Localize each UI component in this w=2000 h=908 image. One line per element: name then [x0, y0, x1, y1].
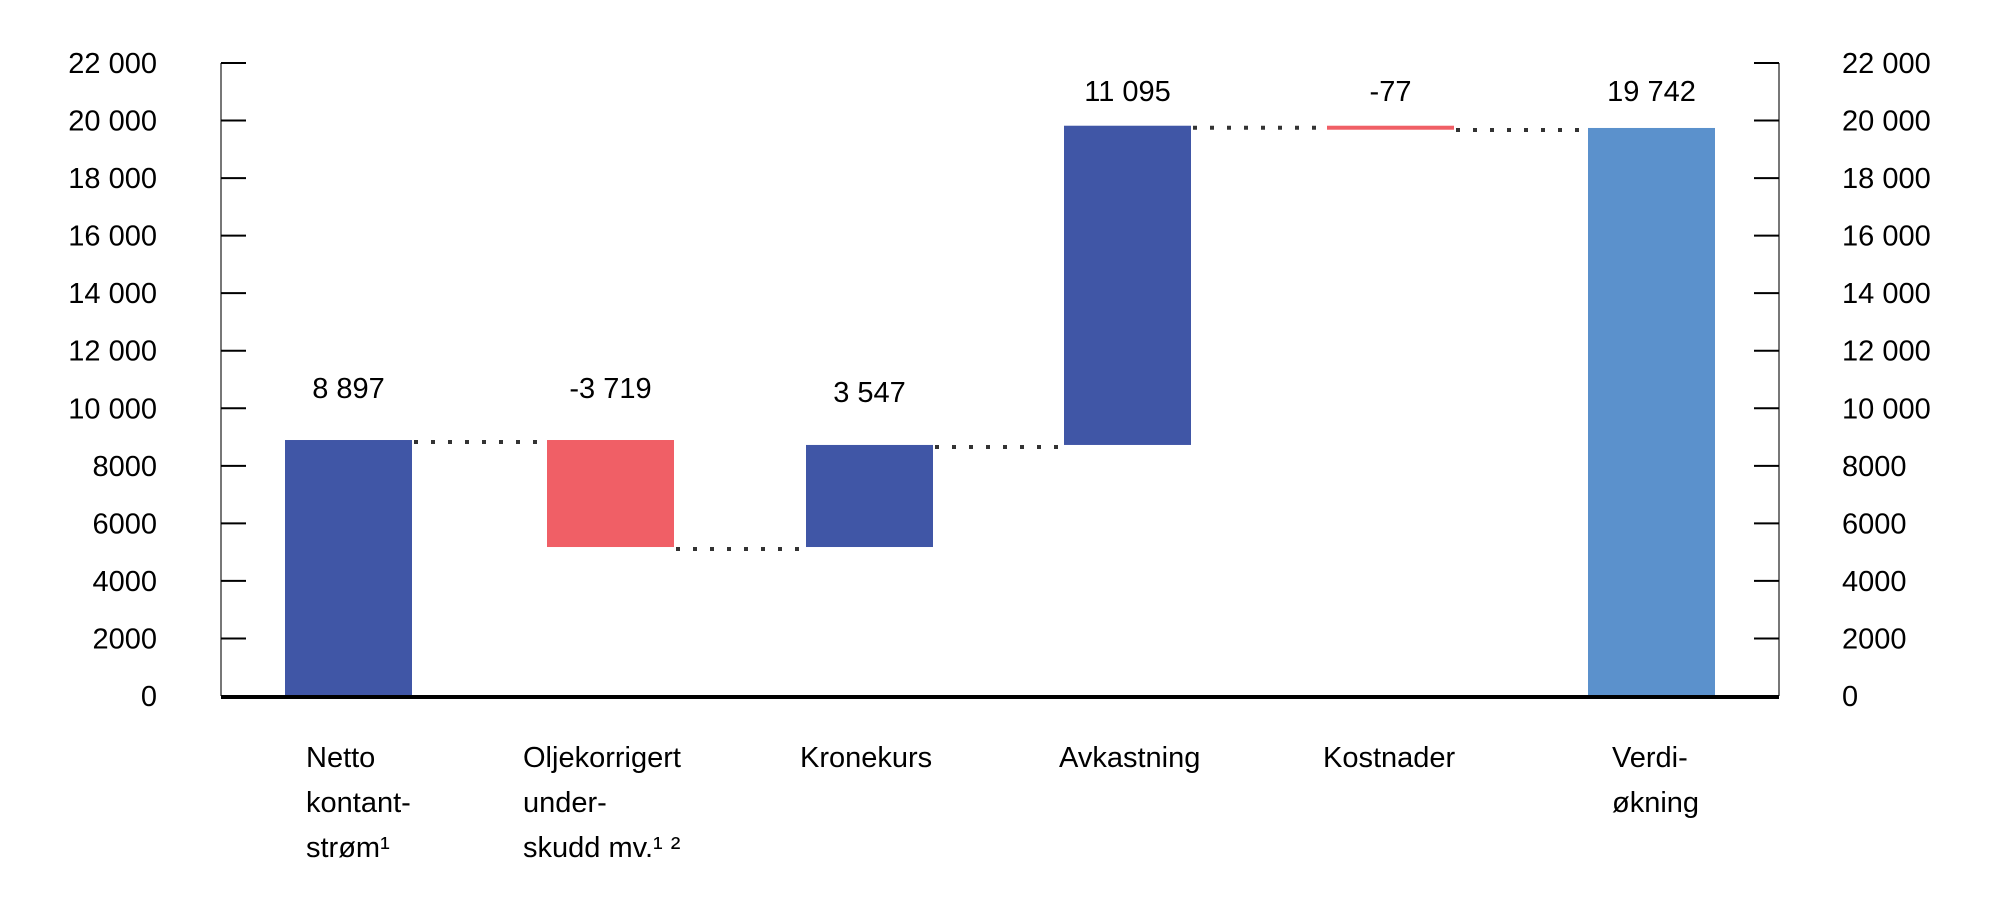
x-category-label: Verdi- økning — [1612, 742, 1700, 819]
y-tick-label-left: 4000 — [92, 566, 157, 598]
value-label: 11 095 — [1084, 76, 1171, 108]
x-category-label: Kronekurs — [800, 742, 933, 774]
y-tick-label-left: 20 000 — [68, 106, 157, 138]
bar-increase — [806, 444, 933, 548]
y-axis-left-labels: 0 2000 4000 6000 8000 10 000 12 000 14 000 16 00… — [68, 48, 157, 713]
x-category-label: Kostnader — [1323, 742, 1456, 774]
y-tick-label-right: 6000 — [1842, 508, 1907, 540]
connector-lines — [414, 125, 1586, 552]
y-tick-label-left: 0 — [141, 681, 157, 713]
bar-increase — [1064, 125, 1191, 445]
y-tick-label-right: 2000 — [1842, 623, 1907, 655]
y-axis-right-labels: 0 2000 4000 6000 8000 10 000 12 000 14 000 16 00… — [1842, 48, 1931, 713]
y-tick-label-right: 18 000 — [1842, 163, 1931, 195]
y-tick-label-right: 0 — [1842, 681, 1858, 713]
y-tick-label-right: 20 000 — [1842, 106, 1931, 138]
y-tick-label-right: 22 000 — [1842, 48, 1931, 80]
bar-increase — [285, 440, 412, 696]
value-label: 8 897 — [312, 373, 385, 405]
y-tick-label-left: 2000 — [92, 623, 157, 655]
y-tick-label-left: 6000 — [92, 508, 157, 540]
y-tick-label-left: 8000 — [92, 451, 157, 483]
y-tick-label-left: 16 000 — [68, 221, 157, 253]
y-tick-label-left: 22 000 — [68, 48, 157, 80]
value-labels: 8 897 -3 719 3 547 11 095 -77 19 742 — [312, 76, 1696, 409]
y-tick-label-right: 14 000 — [1842, 278, 1931, 310]
axis-ticks — [221, 62, 1779, 640]
bar-total — [1588, 127, 1715, 697]
y-tick-label-left: 18 000 — [68, 163, 157, 195]
y-tick-label-left: 14 000 — [68, 278, 157, 310]
y-tick-label-left: 12 000 — [68, 336, 157, 368]
y-tick-label-left: 10 000 — [68, 393, 157, 425]
x-category-label: Avkastning — [1059, 742, 1201, 774]
bar-decrease — [1327, 125, 1454, 130]
y-tick-label-right: 4000 — [1842, 566, 1907, 598]
x-category-label: Netto kontant- strøm¹ — [306, 742, 411, 864]
value-label: 3 547 — [833, 377, 906, 409]
y-tick-label-right: 10 000 — [1842, 393, 1931, 425]
bar-decrease — [547, 440, 674, 548]
x-category-label: Oljekorrigert under- skudd mv.¹ ² — [523, 742, 681, 864]
y-tick-label-right: 8000 — [1842, 451, 1907, 483]
value-label: -3 719 — [569, 373, 651, 405]
bars — [285, 125, 1715, 697]
value-label: -77 — [1370, 76, 1412, 108]
y-tick-label-right: 16 000 — [1842, 221, 1931, 253]
value-label: 19 742 — [1607, 76, 1696, 108]
y-tick-label-right: 12 000 — [1842, 336, 1931, 368]
